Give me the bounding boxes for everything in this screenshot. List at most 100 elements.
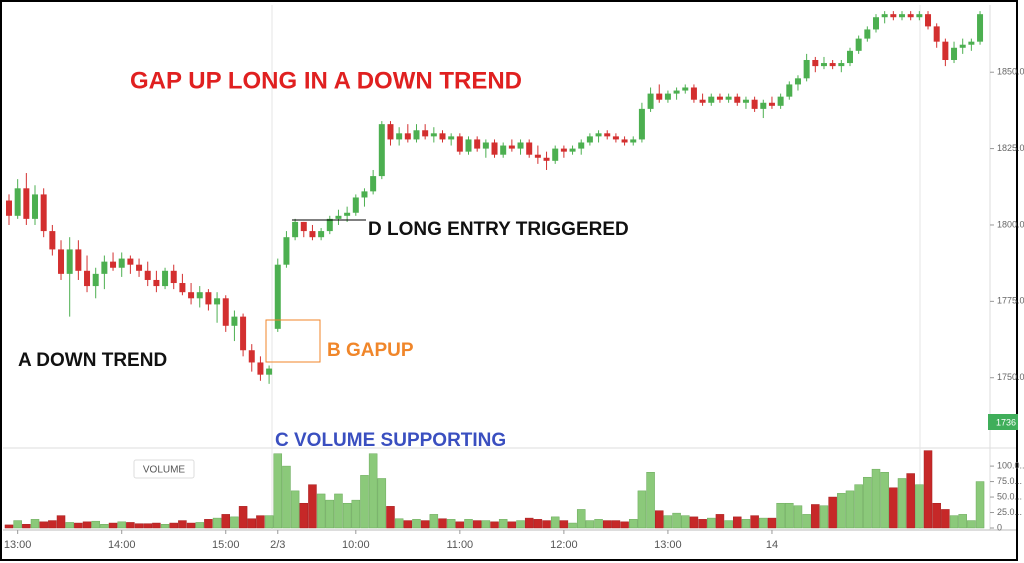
volume-bar [334,493,343,529]
volume-bar [689,516,699,529]
volume-bar [386,506,395,529]
candle-body [699,99,706,103]
volume-bar [316,493,326,529]
candle-body [526,142,533,155]
candle-body [664,93,671,100]
volume-bar [741,519,751,529]
volume-bar [108,522,118,529]
candle-body [942,41,949,60]
volume-bar [767,517,777,529]
candle-body [222,298,229,326]
volume-bar [299,502,309,529]
volume-tick-label: 25.0... [997,507,1022,517]
volume-bar [160,524,170,529]
candle-body [630,139,637,143]
candle-body [283,237,290,265]
candle-body [448,136,455,140]
volume-bar [906,473,915,529]
volume-bar [733,516,742,529]
volume-bar [429,514,439,529]
candle-body [49,231,56,250]
volume-bar [481,520,491,529]
candle-body [734,96,741,103]
candle-body [820,63,827,67]
marks: 1750.00 1775.00 1800.00 1825.00 1850.00 0 25.0… [4,11,1024,551]
volume-bar [785,502,794,529]
candle-body [846,50,853,64]
candle-body [23,188,30,219]
volume-bar [698,519,707,529]
candle-body [75,249,82,271]
volume-bar [837,493,846,529]
candle-body [959,44,966,48]
volume-bar [793,505,803,529]
candle-body [621,139,628,143]
volume-bar [126,522,135,529]
volume-tick-label: 0 [997,522,1002,532]
candle-body [153,279,160,287]
volume-bar [472,520,482,529]
candle-body [413,130,420,140]
candle-body [266,368,273,375]
candle-body [170,270,177,284]
candle-body [786,84,793,97]
candle-body [136,264,143,271]
candle-body [916,14,923,18]
volume-bar [681,515,690,529]
x-tick-label: 14 [766,539,778,551]
volume-bar [65,522,74,529]
volume-bar [550,516,560,529]
volume-bar [403,520,413,529]
candle-body [66,249,73,274]
volume-bar [819,505,829,529]
volume-bar [212,517,222,529]
volume-bar [975,481,985,529]
annotation: D LONG ENTRY TRIGGERED [368,219,629,240]
candle-body [482,142,489,149]
volume-bar [854,484,863,529]
y-tick-label: 1825.00 [997,143,1024,153]
candle-body [638,108,645,140]
volume-bar [412,519,421,529]
candle-body [127,258,134,265]
volume-bar [932,502,941,529]
candle-body [760,102,767,109]
candle-body [257,362,264,375]
candle-body [508,145,515,149]
candle-body [439,133,446,140]
candle-body [578,142,585,149]
candle-body [682,87,689,91]
candle-body [84,270,91,287]
candle-body [248,350,255,363]
volume-bar [750,515,759,529]
candle-body [647,93,654,109]
volume-bar [117,521,126,529]
volume-bar [204,519,213,529]
volume-bar [533,519,543,529]
volume-bar [949,515,959,529]
volume-bar [134,523,144,529]
candle-body [422,130,429,137]
volume-label: VOLUME [143,465,186,476]
volume-bar [360,475,369,529]
candle-body [344,212,351,216]
volume-bar [30,519,40,529]
volume-bar [776,502,785,529]
candle-body [292,221,299,238]
candle-body [569,148,576,152]
candle-body [656,93,663,100]
volume-bar [490,521,499,529]
volume-bar [715,514,725,529]
volume-bar [195,522,204,529]
candle-body [933,26,940,42]
candle-body [274,264,281,329]
candle-body [673,90,680,94]
x-tick-label: 12:00 [550,539,578,551]
volume-bar [455,521,465,529]
x-tick-label: 11:00 [446,539,473,551]
volume-bar [759,517,768,529]
volume-bar [82,521,92,529]
candle-body [742,99,749,103]
candle-body [179,283,186,293]
